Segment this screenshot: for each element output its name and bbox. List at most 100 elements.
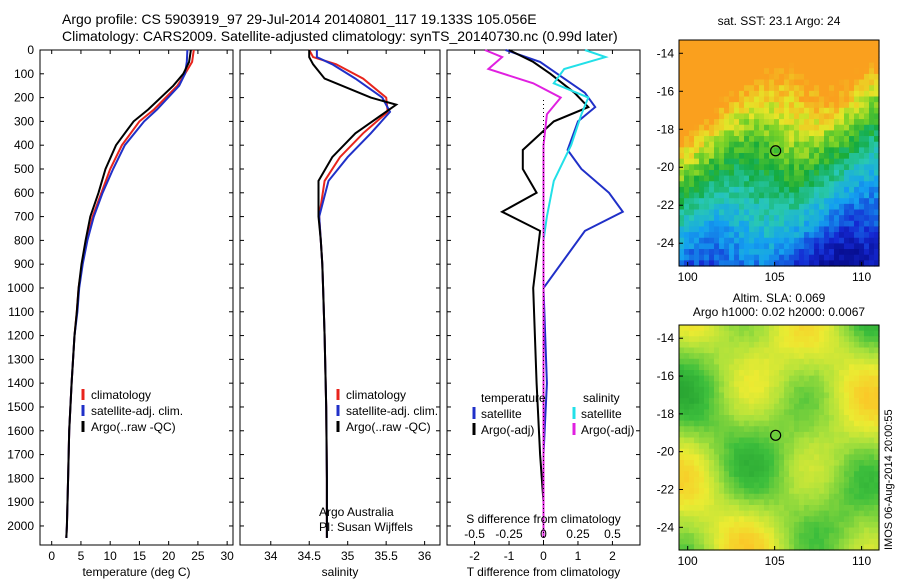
sst-map-cell — [774, 45, 780, 52]
sla-map-cell — [699, 330, 705, 337]
sst-map-cell — [789, 79, 795, 86]
sla-map-cell — [809, 370, 815, 377]
sla-map-cell — [859, 426, 865, 433]
sla-map-cell — [854, 420, 860, 427]
sla-map-cell — [814, 375, 820, 382]
sla-map-cell — [809, 516, 815, 523]
sst-map-cell — [704, 96, 710, 103]
sla-map-cell — [794, 370, 800, 377]
sst-map-cell — [714, 73, 720, 81]
sst-map-cell — [709, 124, 715, 131]
sst-map-cell — [709, 45, 715, 52]
sla-map-cell — [824, 358, 830, 365]
sst-map-cell — [819, 56, 825, 64]
sla-map-cell — [699, 370, 705, 377]
sst-map-cell — [824, 56, 830, 64]
sla-map-cell — [794, 476, 800, 484]
sla-map-cell — [874, 454, 880, 461]
sst-map-cell — [829, 186, 835, 194]
sst-map-cell — [719, 249, 725, 256]
sst-map-cell — [754, 153, 760, 160]
sst-map-cell — [834, 119, 840, 126]
sla-map-cell — [849, 386, 855, 394]
sla-map-cell — [789, 392, 795, 399]
sla-map-cell — [839, 443, 845, 450]
sla-map-cell — [734, 516, 740, 523]
sla-map-cell — [874, 510, 880, 517]
sst-map-cell — [769, 147, 775, 154]
sla-map-cell — [744, 325, 750, 332]
sst-map-cell — [854, 45, 860, 52]
sst-map-cell — [844, 164, 850, 171]
sla-map-cell — [699, 336, 705, 343]
sst-map-cell — [729, 198, 735, 205]
sla-map-cell — [824, 431, 830, 439]
sla-map-cell — [714, 358, 720, 365]
sst-map-cell — [704, 51, 710, 58]
sla-map-cell — [764, 521, 770, 529]
sst-map-cell — [709, 175, 715, 182]
sla-map-cell — [824, 538, 830, 545]
sla-map-cell — [739, 476, 745, 484]
sla-map-cell — [684, 375, 690, 382]
sla-map-cell — [834, 375, 840, 382]
sla-map-cell — [769, 341, 775, 349]
sst-map-cell — [729, 124, 735, 131]
sla-map-cell — [834, 392, 840, 399]
sla-map-cell — [689, 392, 695, 399]
sst-map-cell — [859, 186, 865, 194]
sst-map-cell — [844, 45, 850, 52]
sla-map-cell — [689, 465, 695, 472]
sla-map-cell — [679, 398, 685, 405]
sst-map-cell — [774, 113, 780, 120]
sla-map-cell — [784, 375, 790, 382]
sla-map-cell — [744, 533, 750, 540]
sst-map-cell — [799, 119, 805, 126]
sst-map-cell — [819, 169, 825, 177]
sst-map-cell — [739, 51, 745, 58]
sla-map-cell — [749, 325, 755, 332]
sst-map-cell — [819, 254, 825, 261]
sla-map-cell — [809, 330, 815, 337]
sst-map-cell — [764, 175, 770, 182]
sst-map-cell — [699, 249, 705, 256]
sla-map-cell — [869, 415, 875, 422]
sla-map-cell — [804, 375, 810, 382]
sla-map-cell — [779, 325, 785, 332]
temperature-xtick-label: 10 — [104, 549, 118, 563]
depth-tick-label: 400 — [14, 138, 34, 152]
sst-map-cell — [819, 232, 825, 239]
sst-map-cell — [809, 209, 815, 216]
sst-map-cell — [749, 192, 755, 199]
sla-map-cell — [809, 544, 815, 551]
sst-map-cell — [699, 169, 705, 177]
sst-map-cell — [749, 243, 755, 250]
sla-map-cell — [794, 347, 800, 354]
sst-map-cell — [834, 164, 840, 171]
sla-map-cell — [694, 527, 700, 534]
sst-map-cell — [734, 249, 740, 256]
sla-map-cell — [709, 448, 715, 455]
sst-map-cell — [809, 203, 815, 211]
sla-map-cell — [709, 465, 715, 472]
sst-map-cell — [769, 45, 775, 52]
sst-map-cell — [824, 192, 830, 199]
sst-map-cell — [794, 119, 800, 126]
sla-map-cell — [679, 386, 685, 394]
sst-map-cell — [809, 85, 815, 92]
sla-map-cell — [704, 533, 710, 540]
sst-map-cell — [869, 181, 875, 188]
sla-map-cell — [744, 358, 750, 365]
sst-map-cell — [684, 243, 690, 250]
sst-map-cell — [799, 153, 805, 160]
sst-map-cell — [814, 209, 820, 216]
sst-map-cell — [779, 96, 785, 103]
sst-map-cell — [784, 215, 790, 222]
sla-map-cell — [854, 482, 860, 489]
sst-map-cell — [789, 192, 795, 199]
sst-map-cell — [784, 169, 790, 177]
sst-map-cell — [824, 85, 830, 92]
sst-map-cell — [754, 73, 760, 81]
sla-map-cell — [694, 415, 700, 422]
sla-map-cell — [689, 341, 695, 349]
